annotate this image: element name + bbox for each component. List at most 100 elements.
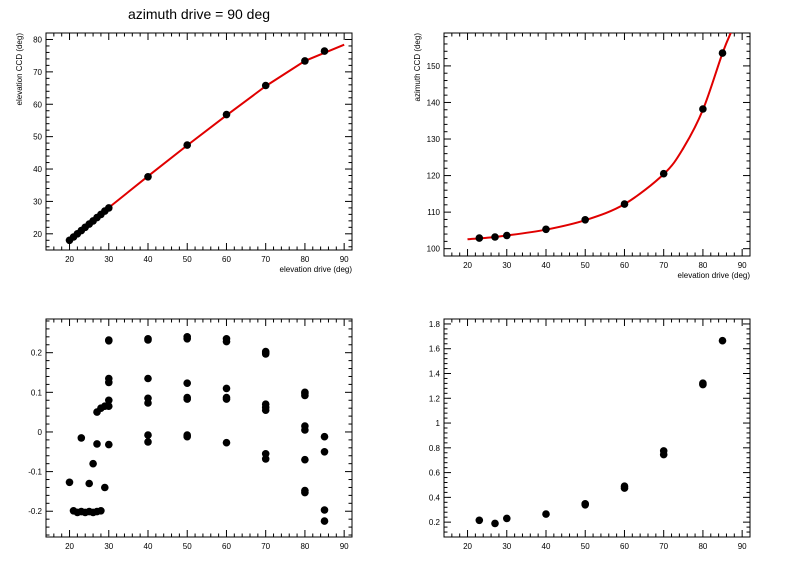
y-tick-label: 0.1 (31, 388, 43, 397)
data-point (144, 431, 152, 439)
data-point (718, 336, 727, 345)
y-tick-label: 0.6 (429, 469, 441, 478)
data-point (320, 448, 329, 456)
x-tick-label: 70 (261, 542, 270, 551)
x-tick-label: 40 (542, 261, 551, 270)
data-point (183, 141, 191, 149)
plot-frame (45, 318, 353, 538)
plot-frame (443, 318, 751, 538)
y-tick-label: 70 (33, 68, 42, 77)
data-point (222, 110, 231, 119)
data-point (261, 81, 270, 90)
data-point (301, 455, 309, 464)
x-tick-label: 50 (183, 542, 192, 551)
data-point (699, 105, 707, 113)
x-tick-label: 70 (659, 542, 668, 551)
data-point (542, 225, 550, 234)
data-point (261, 347, 270, 356)
data-point (183, 393, 191, 402)
data-point (89, 459, 97, 468)
x-tick-label: 50 (581, 261, 590, 270)
x-tick-label: 80 (300, 542, 309, 551)
data-point (183, 379, 191, 388)
y-tick-label: -0.1 (28, 468, 42, 477)
x-tick-label: 60 (620, 542, 629, 551)
x-tick-label: 20 (463, 542, 472, 551)
y-tick-label: 150 (427, 62, 441, 71)
data-point (659, 447, 668, 455)
y-tick-label: 1 (436, 419, 441, 428)
data-point (105, 402, 113, 411)
x-axis-title: elevation drive (deg) (678, 271, 751, 280)
y-tick-label: 0.8 (429, 444, 441, 453)
data-point (620, 482, 629, 491)
y-tick-label: 130 (427, 135, 441, 144)
x-tick-label: 60 (222, 542, 231, 551)
y-tick-label: 120 (427, 172, 441, 181)
data-point (491, 233, 499, 241)
y-tick-label: 0 (38, 428, 43, 437)
data-point (581, 500, 589, 508)
data-point (183, 333, 191, 341)
x-tick-label: 30 (104, 542, 113, 551)
data-point (105, 204, 113, 212)
data-point (144, 394, 152, 403)
y-tick-label: 50 (33, 133, 42, 142)
data-point (222, 335, 231, 343)
y-tick-label: 140 (427, 98, 441, 107)
y-tick-label: 1.6 (429, 345, 441, 354)
data-point (65, 478, 74, 487)
data-point (301, 422, 309, 430)
x-tick-label: 70 (261, 255, 270, 264)
data-point (542, 510, 550, 518)
data-point (301, 57, 309, 65)
x-tick-label: 80 (698, 542, 707, 551)
y-tick-label: 110 (427, 208, 440, 217)
data-point (718, 49, 727, 57)
plot-frame (45, 32, 353, 251)
data-point (101, 483, 109, 492)
data-point (222, 438, 231, 447)
x-tick-label: 50 (581, 542, 590, 551)
x-tick-label: 20 (65, 542, 74, 551)
data-point (97, 507, 105, 515)
data-point (222, 384, 231, 393)
data-point (301, 486, 309, 495)
data-point (144, 335, 152, 343)
panel-2: 20 30 40 50 60 70 80 90 100 110 120 130 140 150 elevat… (413, 32, 751, 280)
x-tick-label: 40 (542, 542, 551, 551)
data-point (144, 438, 152, 446)
x-tick-label: 40 (144, 542, 153, 551)
y-axis-title: azimuth CCD (deg) (413, 33, 422, 102)
data-point (144, 173, 152, 181)
data-point (475, 516, 484, 525)
data-point (144, 374, 152, 383)
x-tick-label: 20 (65, 255, 74, 264)
x-tick-label: 60 (620, 261, 629, 270)
y-tick-label: 0.4 (429, 493, 441, 502)
panel-3: 20 30 40 50 60 70 80 90 -0.2 -0.1 0 0.1 0.2 (28, 318, 353, 551)
y-tick-label: 60 (33, 100, 42, 109)
data-point (491, 519, 499, 528)
x-tick-label: 60 (222, 255, 231, 264)
data-point (77, 434, 86, 442)
x-tick-label: 30 (104, 255, 113, 264)
y-tick-label: 1.2 (429, 394, 441, 403)
data-point (222, 393, 231, 402)
data-point (105, 396, 113, 405)
y-tick-label: 0.2 (429, 518, 441, 527)
x-tick-label: 80 (698, 261, 707, 270)
data-point (699, 379, 707, 388)
y-tick-label: 1.8 (429, 320, 441, 329)
data-point (620, 200, 629, 208)
y-tick-label: 20 (33, 230, 42, 239)
x-tick-label: 50 (183, 255, 192, 264)
x-tick-label: 80 (300, 255, 309, 264)
data-point (581, 216, 589, 224)
data-point (105, 336, 113, 344)
data-point (320, 506, 329, 514)
y-tick-label: 40 (33, 165, 42, 174)
y-tick-label: 80 (33, 35, 42, 44)
y-tick-label: 100 (427, 245, 441, 254)
data-point (85, 479, 93, 488)
